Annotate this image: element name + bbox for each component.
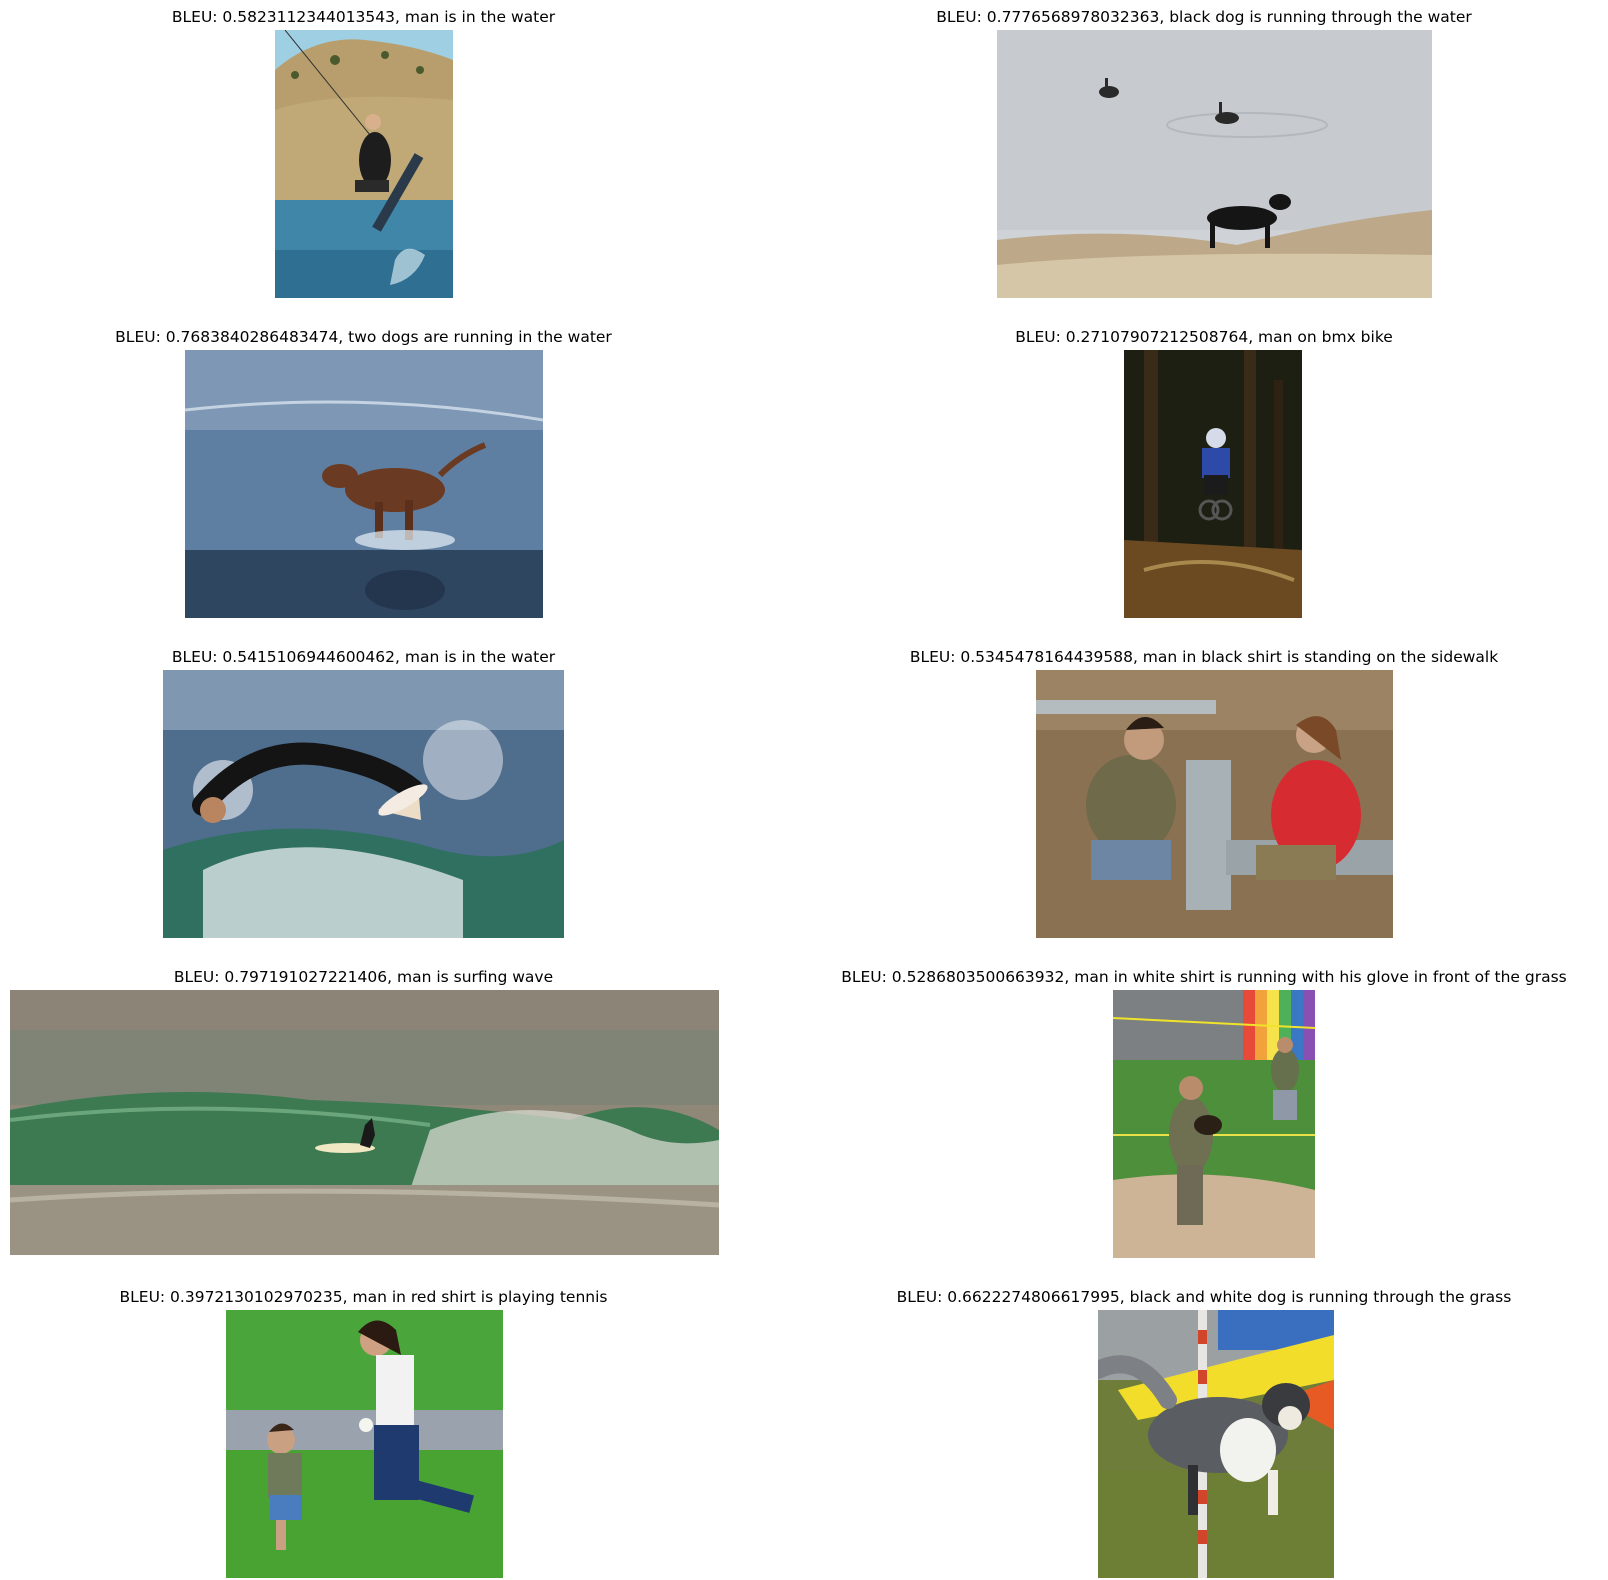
panel-6: BLEU: 0.5345478164439588, man in black s… bbox=[800, 640, 1608, 940]
panel-1-photo bbox=[275, 30, 453, 298]
panel-3-title: BLEU: 0.7683840286483474, two dogs are r… bbox=[115, 328, 612, 346]
panel-7-photo bbox=[10, 990, 719, 1255]
panel-5-title: BLEU: 0.5415106944600462, man is in the … bbox=[171, 648, 556, 666]
panel-7-title: BLEU: 0.797191027221406, man is surfing … bbox=[173, 968, 554, 986]
panel-1-title: BLEU: 0.5823112344013543, man is in the … bbox=[171, 8, 556, 26]
panel-10: BLEU: 0.6622274806617995, black and whit… bbox=[800, 1280, 1608, 1580]
panel-6-title: BLEU: 0.5345478164439588, man in black s… bbox=[909, 648, 1499, 666]
panel-2-title: BLEU: 0.7776568978032363, black dog is r… bbox=[936, 8, 1472, 26]
panel-8-title: BLEU: 0.5286803500663932, man in white s… bbox=[841, 968, 1567, 986]
panel-8: BLEU: 0.5286803500663932, man in white s… bbox=[800, 960, 1608, 1260]
panel-3: BLEU: 0.7683840286483474, two dogs are r… bbox=[0, 320, 727, 620]
panel-4: BLEU: 0.27107907212508764, man on bmx bi… bbox=[800, 320, 1608, 620]
panel-4-photo bbox=[1124, 350, 1302, 618]
panel-9-photo bbox=[226, 1310, 503, 1578]
panel-4-title: BLEU: 0.27107907212508764, man on bmx bi… bbox=[1015, 328, 1393, 346]
panel-3-photo bbox=[185, 350, 543, 618]
panel-10-title: BLEU: 0.6622274806617995, black and whit… bbox=[896, 1288, 1512, 1306]
panel-9-title: BLEU: 0.3972130102970235, man in red shi… bbox=[119, 1288, 608, 1306]
panel-1: BLEU: 0.5823112344013543, man is in the … bbox=[0, 0, 727, 300]
panel-10-photo bbox=[1098, 1310, 1334, 1578]
panel-5-photo bbox=[163, 670, 564, 938]
panel-2: BLEU: 0.7776568978032363, black dog is r… bbox=[800, 0, 1608, 300]
panel-7: BLEU: 0.797191027221406, man is surfing … bbox=[0, 960, 727, 1260]
panel-8-photo bbox=[1113, 990, 1315, 1258]
panel-2-photo bbox=[997, 30, 1432, 298]
panel-9: BLEU: 0.3972130102970235, man in red shi… bbox=[0, 1280, 727, 1580]
panel-6-photo bbox=[1036, 670, 1393, 938]
panel-5: BLEU: 0.5415106944600462, man is in the … bbox=[0, 640, 727, 940]
